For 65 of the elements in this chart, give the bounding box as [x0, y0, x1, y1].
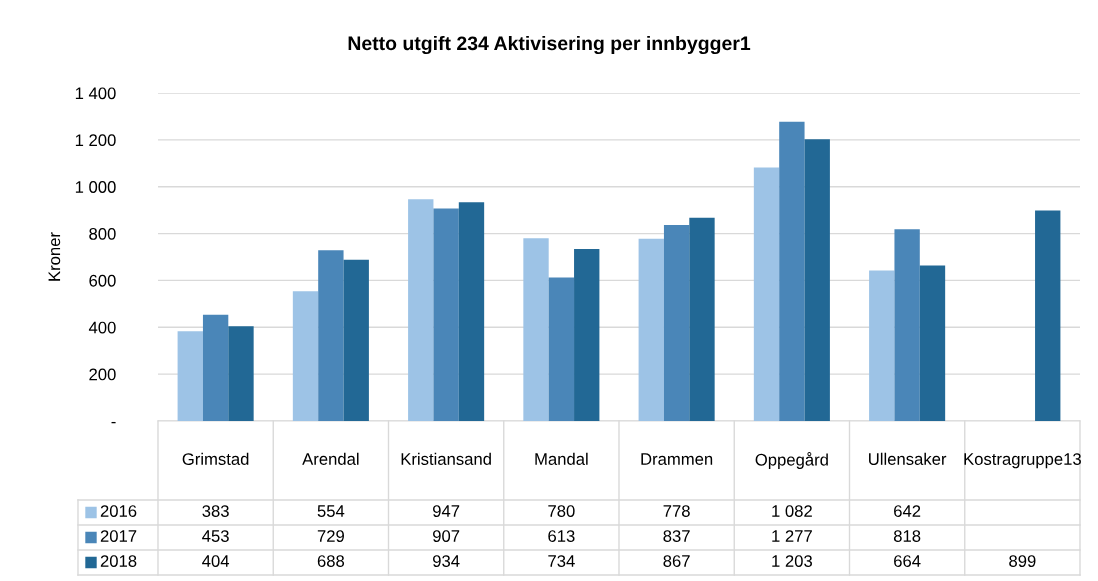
bar — [1035, 210, 1061, 421]
data-label: 688 — [317, 555, 345, 567]
data-label: 554 — [317, 505, 345, 517]
bar — [919, 265, 946, 421]
y-tick-label: - — [111, 421, 116, 424]
bar — [408, 199, 434, 421]
bar — [523, 238, 549, 421]
y-tick-label: 1 200 — [75, 134, 116, 147]
data-label: 383 — [202, 505, 229, 517]
bar — [894, 229, 920, 421]
bar — [292, 291, 319, 421]
bar — [458, 202, 485, 421]
bar — [574, 249, 600, 421]
bar — [177, 331, 203, 421]
data-label: 934 — [433, 555, 460, 567]
bar — [638, 238, 664, 421]
data-label: 947 — [433, 505, 460, 517]
bar — [433, 208, 459, 421]
data-label: 1 082 — [772, 505, 812, 517]
legend-label: 2017 — [100, 530, 137, 542]
data-label: 1 277 — [772, 530, 812, 542]
data-label: 404 — [202, 555, 230, 567]
data-label: 818 — [893, 530, 921, 542]
x-tick-label: Kristiansand — [401, 452, 491, 465]
bar — [689, 217, 715, 421]
x-tick-label: Grimstad — [182, 452, 249, 465]
data-label: 907 — [433, 530, 460, 542]
bar — [753, 167, 780, 421]
chart-title: Netto utgift 234 Aktivisering per innbygger1 — [348, 35, 751, 55]
data-label: 899 — [1009, 555, 1036, 567]
bar — [343, 259, 369, 421]
data-label: 1 203 — [772, 555, 812, 567]
bar — [779, 121, 805, 421]
data-label: 613 — [548, 530, 575, 542]
bar — [202, 314, 229, 421]
y-tick-label: 1 000 — [75, 181, 116, 193]
x-tick-label: Drammen — [641, 453, 713, 465]
x-tick-label: Kostragruppe13 — [964, 453, 1081, 469]
data-label: 642 — [894, 505, 921, 517]
legend-label: 2018 — [100, 555, 137, 567]
bar — [663, 224, 690, 421]
data-label: 664 — [894, 555, 921, 567]
data-label: 780 — [548, 505, 575, 517]
y-tick-label: 400 — [88, 321, 116, 334]
bar — [228, 326, 254, 421]
y-tick-label: 600 — [89, 274, 116, 287]
bar — [804, 139, 830, 421]
data-label: 778 — [663, 505, 690, 517]
data-label: 729 — [317, 530, 344, 542]
bar — [869, 270, 895, 421]
x-tick-label: Arendal — [302, 452, 359, 465]
x-tick-label: Oppegård — [755, 452, 828, 469]
y-axis-title: Kroner — [48, 232, 61, 281]
y-tick-label: 200 — [89, 368, 116, 381]
legend-label: 2016 — [100, 505, 137, 517]
data-label: 837 — [663, 530, 690, 542]
bar — [318, 250, 344, 421]
x-tick-label: Mandal — [535, 452, 588, 465]
x-tick-label: Ullensaker — [869, 452, 947, 465]
data-label: 453 — [202, 530, 229, 542]
data-label: 867 — [663, 555, 690, 567]
y-tick-label: 800 — [89, 227, 116, 240]
bar — [548, 277, 575, 421]
data-label: 734 — [548, 555, 575, 567]
y-tick-label: 1 400 — [75, 87, 116, 100]
